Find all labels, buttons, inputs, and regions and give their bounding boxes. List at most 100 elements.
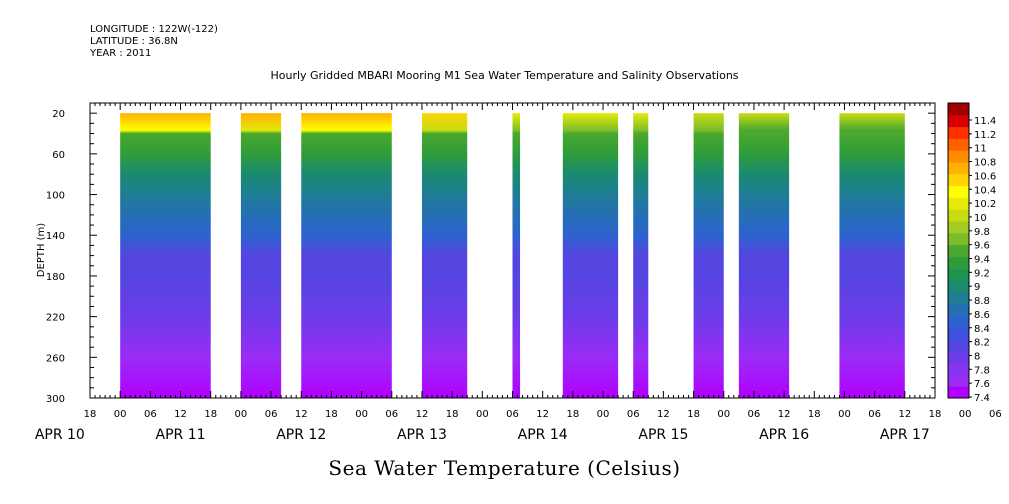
x-tick-label: 12 bbox=[898, 409, 911, 420]
x-tick-label: 00 bbox=[235, 409, 248, 420]
colorbar-swatch bbox=[948, 362, 969, 375]
colorbar-label: 11 bbox=[974, 144, 987, 155]
variable-label: Sea Water Temperature (Celsius) bbox=[328, 456, 681, 480]
y-tick-label: 60 bbox=[52, 150, 65, 161]
colorbar-swatch bbox=[948, 114, 969, 128]
colorbar-label: 10.4 bbox=[974, 185, 996, 196]
colorbar-label: 9 bbox=[974, 282, 980, 293]
x-tick-label: 18 bbox=[446, 409, 459, 420]
x-tick-label: 06 bbox=[989, 409, 1002, 420]
x-day-label: APR 14 bbox=[518, 427, 568, 443]
colorbar-label: 8.4 bbox=[974, 324, 990, 335]
x-tick-label: 12 bbox=[416, 409, 429, 420]
data-segment bbox=[512, 113, 521, 398]
colorbar-swatch bbox=[948, 280, 969, 293]
colorbar-swatch bbox=[948, 150, 969, 163]
colorbar-swatch bbox=[948, 350, 969, 364]
colorbar-swatch bbox=[948, 268, 969, 281]
colorbar-label: 9.2 bbox=[974, 268, 990, 279]
data-segment bbox=[301, 113, 392, 398]
y-tick-label: 220 bbox=[46, 313, 65, 324]
colorbar-swatch bbox=[948, 256, 969, 269]
x-tick-label: 18 bbox=[808, 409, 821, 420]
colorbar-swatch bbox=[948, 386, 969, 399]
x-tick-label: 12 bbox=[778, 409, 791, 420]
data-segment bbox=[633, 113, 649, 398]
x-tick-label: 00 bbox=[959, 409, 972, 420]
colorbar-label: 8.6 bbox=[974, 310, 990, 321]
colorbar-swatch bbox=[948, 303, 969, 316]
colorbar-label: 9.4 bbox=[974, 255, 990, 266]
data-segment bbox=[839, 113, 905, 398]
y-tick-label: 100 bbox=[46, 191, 65, 202]
x-day-label: APR 15 bbox=[638, 427, 688, 443]
colorbar-swatch bbox=[948, 291, 969, 305]
x-day-label: APR 13 bbox=[397, 427, 447, 443]
colorbar-swatch bbox=[948, 197, 969, 210]
colorbar-label: 11.2 bbox=[974, 130, 996, 141]
colorbar-swatch bbox=[948, 126, 969, 139]
colorbar-label: 8.8 bbox=[974, 296, 990, 307]
x-day-label: APR 11 bbox=[156, 427, 206, 443]
colorbar-label: 9.6 bbox=[974, 241, 990, 252]
x-tick-label: 06 bbox=[627, 409, 640, 420]
y-axis: 20 60 100 140 180 220 260 300 bbox=[46, 102, 935, 405]
colorbar-swatch bbox=[948, 374, 969, 387]
x-tick-label: 18 bbox=[204, 409, 217, 420]
colorbar-label: 8.2 bbox=[974, 338, 990, 349]
x-axis: 18 00 06 12 18 00 06 12 18 00 06 12 18 00 06 12 18 00 06 12… bbox=[35, 103, 1002, 443]
colorbar-frame bbox=[947, 102, 970, 399]
x-tick-label: 06 bbox=[385, 409, 398, 420]
colorbar-label: 10.6 bbox=[974, 171, 996, 182]
data-segment bbox=[693, 113, 724, 398]
x-tick-label: 00 bbox=[355, 409, 368, 420]
x-tick-label: 00 bbox=[114, 409, 127, 420]
x-tick-label: 00 bbox=[717, 409, 730, 420]
chart-title: Hourly Gridded MBARI Mooring M1 Sea Wate… bbox=[270, 69, 739, 82]
colorbar-swatch bbox=[948, 315, 969, 328]
x-tick-label: 06 bbox=[265, 409, 278, 420]
data-segment bbox=[562, 113, 619, 398]
latitude-label: LATITUDE : 36.8N bbox=[90, 36, 178, 47]
x-tick-label: 18 bbox=[566, 409, 579, 420]
colorbar-swatch bbox=[948, 103, 969, 116]
x-day-label: APR 10 bbox=[35, 427, 85, 443]
x-tick-label: 12 bbox=[174, 409, 187, 420]
x-tick-label: 06 bbox=[868, 409, 881, 420]
data-segment bbox=[120, 113, 211, 398]
colorbar-swatch bbox=[948, 185, 969, 198]
colorbar-label: 10.8 bbox=[974, 158, 996, 169]
x-tick-label: 06 bbox=[144, 409, 157, 420]
x-tick-label: 06 bbox=[748, 409, 761, 420]
colorbar-swatch bbox=[948, 221, 969, 234]
colorbar-swatch bbox=[948, 162, 969, 175]
colorbar-swatch bbox=[948, 232, 969, 246]
colorbar-label: 10.2 bbox=[974, 199, 996, 210]
year-label: YEAR : 2011 bbox=[90, 48, 152, 59]
colorbar-swatch bbox=[948, 327, 969, 340]
colorbar-label: 10 bbox=[974, 213, 987, 224]
x-tick-label: 18 bbox=[929, 409, 942, 420]
y-tick-label: 20 bbox=[52, 109, 65, 120]
colorbar-swatch bbox=[948, 244, 969, 257]
y-tick-label: 300 bbox=[46, 394, 65, 405]
x-tick-label: 12 bbox=[295, 409, 308, 420]
colorbar-label: 7.8 bbox=[974, 365, 990, 376]
data-segments bbox=[120, 113, 905, 398]
x-tick-label: 18 bbox=[325, 409, 338, 420]
x-tick-label: 18 bbox=[687, 409, 700, 420]
x-tick-label: 06 bbox=[506, 409, 519, 420]
y-axis-label: DEPTH (m) bbox=[36, 223, 47, 277]
colorbar-label: 7.4 bbox=[974, 393, 990, 404]
colorbar-swatch bbox=[948, 138, 969, 151]
data-segment bbox=[240, 113, 282, 398]
x-tick-label: 00 bbox=[476, 409, 489, 420]
colorbar-label: 11.4 bbox=[974, 116, 996, 127]
x-tick-label: 12 bbox=[657, 409, 670, 420]
y-tick-label: 180 bbox=[46, 272, 65, 283]
data-segment bbox=[421, 113, 468, 398]
colorbar-swatch bbox=[948, 173, 969, 187]
y-tick-label: 140 bbox=[46, 231, 65, 242]
colorbar-label: 7.6 bbox=[974, 379, 990, 390]
